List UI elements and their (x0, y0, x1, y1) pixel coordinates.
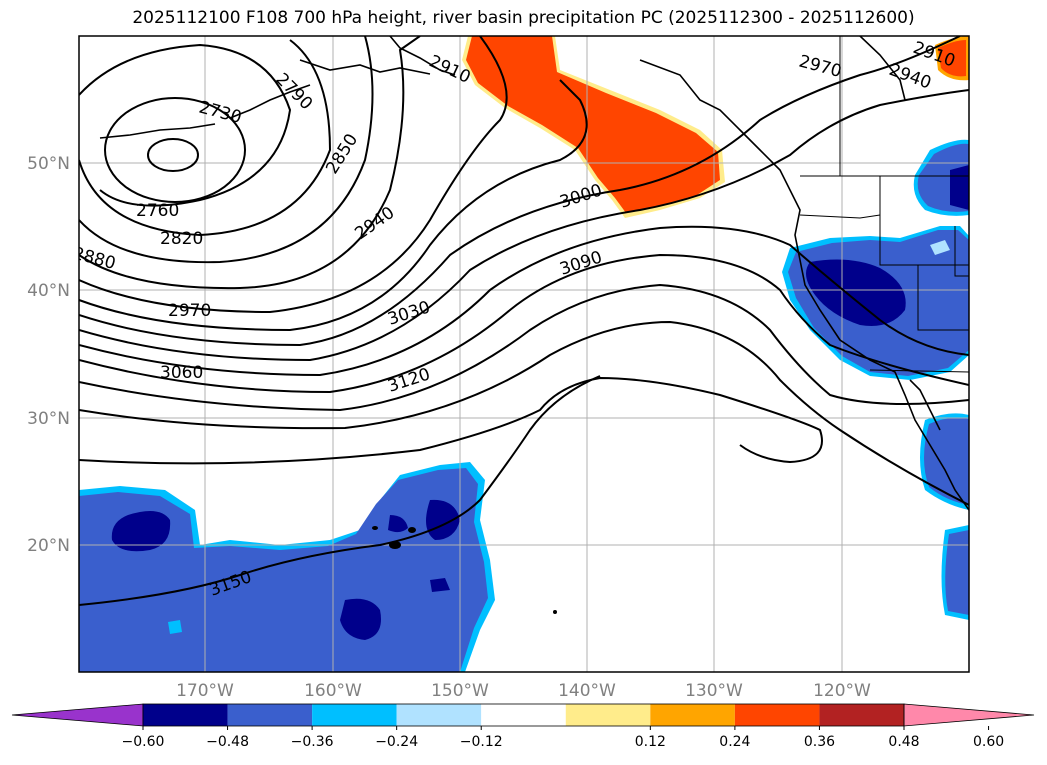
colorbar-tick-label: −0.24 (375, 734, 418, 750)
map-panel: 2730 2790 2760 2820 2880 2850 2910 2940 … (79, 36, 969, 672)
coastlines (99, 36, 969, 511)
lon-label: 140°W (558, 681, 616, 701)
lon-label: 120°W (813, 681, 871, 701)
colorbar-tick-label: −0.48 (206, 734, 249, 750)
colorbar-swatch (481, 704, 566, 726)
contour-label: 3060 (160, 363, 203, 383)
height-contours (79, 36, 969, 606)
colorbar-extend-low (11, 703, 144, 727)
contour-2880 (79, 36, 421, 290)
contour-label: 2970 (168, 301, 211, 321)
contour-3090 (79, 283, 969, 412)
colorbar-swatch (650, 704, 735, 726)
contour-3060 (79, 253, 969, 394)
colorbar-tick-label: 0.24 (719, 734, 750, 750)
contour-2790 (79, 39, 332, 237)
lat-label: 50°N (27, 154, 70, 174)
contour-3000 (79, 89, 969, 362)
contour-3120b (79, 376, 823, 465)
lon-label: 160°W (304, 681, 362, 701)
colorbar-tick-label: −0.60 (122, 734, 165, 750)
colorbar-swatch (143, 704, 228, 726)
map-frame (78, 35, 970, 673)
colorbar-swatch (734, 704, 820, 726)
contour-3150 (79, 375, 601, 606)
contour-3120 (79, 320, 969, 506)
colorbar-swatches (11, 703, 1035, 727)
colorbar-tick-label: 0.12 (635, 734, 666, 750)
longitude-labels: 170°W 160°W 150°W 140°W 130°W 120°W (176, 681, 871, 701)
colorbar-tick-label: −0.12 (460, 734, 503, 750)
colorbar-tick-label: 0.36 (804, 734, 835, 750)
lon-label: 170°W (176, 681, 234, 701)
contour-3030 (79, 225, 969, 377)
colorbar-swatch (819, 704, 904, 726)
lon-label: 150°W (431, 681, 489, 701)
contour-2970 (79, 36, 961, 347)
colorbar: −0.60 −0.48 −0.36 −0.24 −0.12 0.12 0.24 0.36 0.4… (11, 703, 1035, 750)
contour-2940 (79, 79, 588, 332)
contour-label: 2820 (160, 229, 203, 249)
colorbar-extend-high (903, 703, 1035, 727)
graticule (79, 36, 969, 672)
lat-label: 40°N (27, 281, 70, 301)
colorbar-swatch (312, 704, 397, 726)
colorbar-tick-label: −0.36 (291, 734, 334, 750)
latitude-labels: 50°N 40°N 30°N 20°N (27, 154, 70, 556)
political-borders (799, 36, 969, 400)
colorbar-tick-label: 0.60 (973, 734, 1004, 750)
colorbar-frame (142, 703, 905, 727)
contour-2760 (79, 43, 292, 207)
negative-precip-region-pacific (79, 462, 495, 672)
lat-label: 20°N (27, 536, 70, 556)
map-title: 2025112100 F108 700 hPa height, river ba… (132, 8, 915, 28)
colorbar-swatch (565, 704, 651, 726)
colorbar-swatch (227, 704, 313, 726)
colorbar-tick-labels: −0.60 −0.48 −0.36 −0.24 −0.12 0.12 0.24 0.36 0.4… (122, 726, 1004, 750)
lat-label: 30°N (27, 409, 70, 429)
contour-label: 2760 (136, 201, 179, 221)
contour-2910 (79, 36, 508, 314)
contour-2730 (104, 97, 246, 203)
colorbar-tick-label: 0.48 (888, 734, 919, 750)
contour-2700 (147, 138, 199, 172)
colorbar-swatch (396, 704, 482, 726)
lon-label: 130°W (685, 681, 743, 701)
contour-2820 (79, 36, 374, 264)
positive-precip-region-bc (462, 36, 969, 218)
